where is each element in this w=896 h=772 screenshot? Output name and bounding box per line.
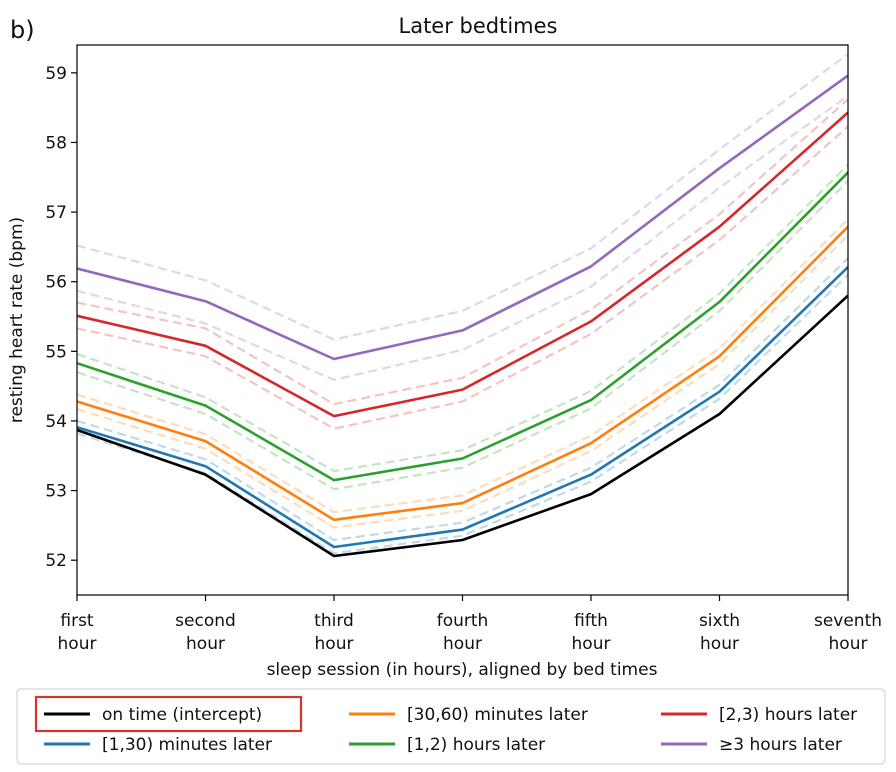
x-tick-label: sixth [699,611,740,631]
legend-label-3-hours-later: ≥3 hours later [719,735,842,755]
x-tick-label: seventh [814,611,882,631]
ci-line-lower-4 [76,125,849,430]
legend: on time (intercept) [1,30) minutes later [… [16,688,886,765]
legend-label-1-2-hours-later: [1,2) hours later [407,735,545,755]
confidence-bands [76,53,849,555]
x-tick-label: hour [186,634,225,654]
ci-line-upper-5 [76,53,849,341]
legend-label-2-3-hours-later: [2,3) hours later [719,705,857,725]
y-tick-label: 55 [45,342,67,362]
y-tick-label: 52 [45,551,67,571]
x-tick-label: fifth [574,611,608,631]
legend-highlight-box [34,695,303,733]
ci-line-lower-5 [76,94,849,382]
y-tick-label: 57 [45,203,67,223]
x-tick-label: hour [58,634,97,654]
x-tick-label: hour [443,634,482,654]
y-tick-label: 59 [45,64,67,84]
y-axis-label: resting heart rate (bpm) [7,217,27,423]
x-tick-label: hour [829,634,868,654]
panel-label: b) [10,16,35,44]
series-line-3-hours-later [76,74,849,361]
series-line-1-2-hours-later [76,171,849,482]
ci-line-upper-4 [76,98,849,406]
y-axis: 52 53 54 55 56 57 58 59 [45,64,77,571]
legend-label-1-30-minutes-later: [1,30) minutes later [102,735,272,755]
ci-line-lower-2 [76,234,849,529]
x-tick-label: third [314,611,354,631]
x-tick-label: hour [700,634,739,654]
series-line-1-30-minutes-later [76,266,849,549]
series-lines [76,74,849,558]
ci-line-upper-2 [76,218,849,514]
y-tick-label: 53 [45,482,67,502]
ci-line-lower-1 [76,273,849,555]
ci-line-upper-1 [76,257,849,542]
x-tick-label: second [175,611,236,631]
chart-title: Later bedtimes [399,14,558,38]
x-tick-label: first [60,611,94,631]
x-tick-label: hour [315,634,354,654]
legend-label-on-time-intercept: on time (intercept) [102,705,262,725]
y-tick-label: 56 [45,273,67,293]
legend-label-30-60-minutes-later: [30,60) minutes later [407,705,588,725]
x-tick-label: fourth [437,611,489,631]
x-axis: first hour second hour third hour fourth hour fi… [58,595,882,654]
ci-line-lower-3 [76,180,849,491]
x-axis-label: sleep session (in hours), aligned by bed… [267,660,658,680]
series-line-2-3-hours-later [76,111,849,418]
x-tick-label: hour [572,634,611,654]
series-line-on-time-intercept [76,294,849,558]
y-tick-label: 58 [45,133,67,153]
ci-line-upper-3 [76,163,849,473]
series-line-30-60-minutes-later [76,225,849,522]
y-tick-label: 54 [45,412,67,432]
